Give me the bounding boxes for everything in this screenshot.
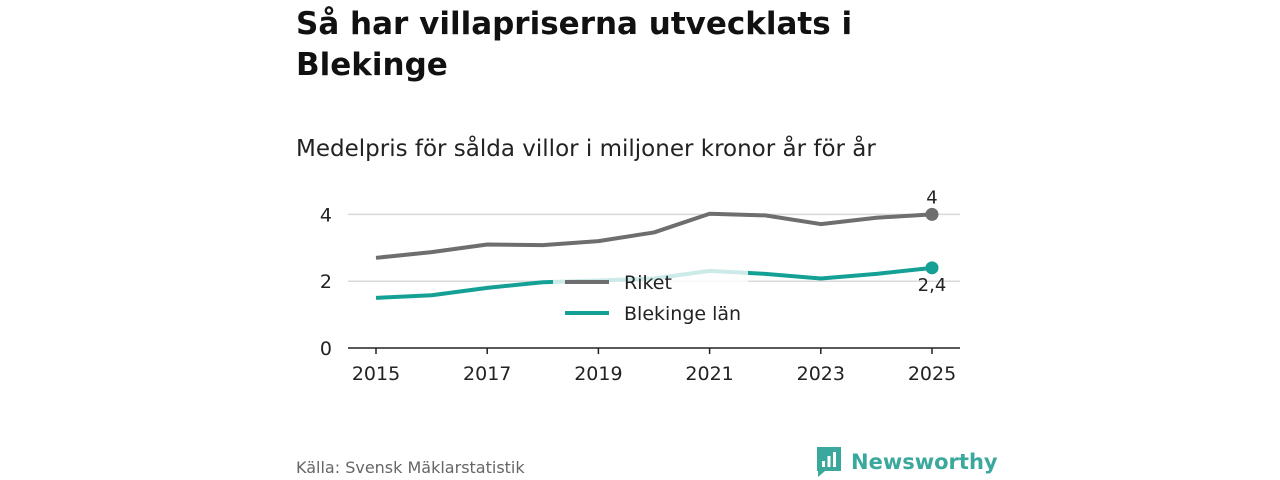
brand-logo: Newsworthy <box>815 446 998 478</box>
chart-subtitle: Medelpris för sålda villor i miljoner kr… <box>296 136 876 162</box>
series-line-riket <box>375 211 933 260</box>
end-value-label: 2,4 <box>918 275 947 296</box>
source-note: Källa: Svensk Mäklarstatistik <box>296 458 525 477</box>
x-tick-label: 2025 <box>908 363 956 385</box>
end-point-marker <box>925 207 939 221</box>
line-chart: 0 2 4 2015 2017 2019 2021 2023 2025 Riket Blekinge… <box>320 187 960 385</box>
end-point-marker <box>925 261 939 275</box>
chart-title: Så har villapriserna utvecklats i Blekin… <box>296 6 853 83</box>
bar-chart-speech-bubble-icon <box>817 447 841 477</box>
x-tick-label: 2021 <box>685 363 733 385</box>
y-tick-label: 4 <box>320 204 332 226</box>
y-tick-label: 2 <box>320 271 332 293</box>
x-tick-label: 2015 <box>352 363 400 385</box>
x-tick-label: 2019 <box>574 363 622 385</box>
legend-label: Riket <box>624 272 672 294</box>
y-tick-label: 0 <box>320 338 332 360</box>
legend-label: Blekinge län <box>624 303 741 325</box>
x-tick-label: 2017 <box>463 363 511 385</box>
end-value-label: 4 <box>926 187 937 208</box>
brand-name: Newsworthy <box>851 450 998 474</box>
x-tick-label: 2023 <box>797 363 845 385</box>
legend-backdrop <box>553 264 748 330</box>
